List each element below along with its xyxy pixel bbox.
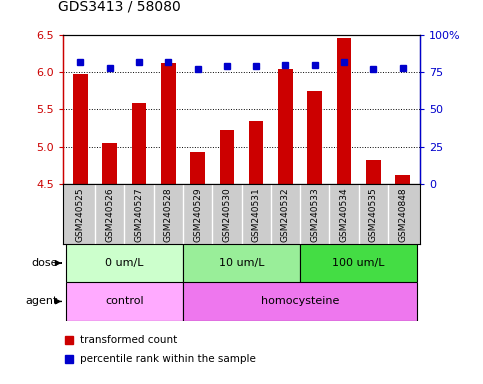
Bar: [161, 63, 176, 184]
Bar: [66, 244, 183, 282]
Text: percentile rank within the sample: percentile rank within the sample: [80, 354, 256, 364]
Text: 100 um/L: 100 um/L: [332, 258, 385, 268]
Text: GSM240848: GSM240848: [398, 187, 407, 242]
Bar: [395, 175, 410, 184]
Bar: [183, 244, 300, 282]
Text: GSM240535: GSM240535: [369, 187, 378, 242]
Text: transformed count: transformed count: [80, 335, 177, 345]
Bar: [102, 143, 117, 184]
Bar: [300, 244, 417, 282]
Text: 0 um/L: 0 um/L: [105, 258, 143, 268]
Bar: [249, 121, 263, 184]
Text: GSM240533: GSM240533: [310, 187, 319, 242]
Bar: [183, 282, 417, 321]
Text: GSM240526: GSM240526: [105, 187, 114, 242]
Bar: [220, 131, 234, 184]
Text: agent: agent: [26, 296, 58, 306]
Text: GSM240525: GSM240525: [76, 187, 85, 242]
Bar: [337, 38, 351, 184]
Bar: [366, 161, 381, 184]
Bar: [132, 103, 146, 184]
Text: GSM240531: GSM240531: [252, 187, 261, 242]
Text: GSM240534: GSM240534: [340, 187, 349, 242]
Text: GSM240529: GSM240529: [193, 187, 202, 242]
Bar: [66, 282, 183, 321]
Text: control: control: [105, 296, 143, 306]
Bar: [73, 74, 88, 184]
Bar: [190, 152, 205, 184]
Text: GSM240528: GSM240528: [164, 187, 173, 242]
Text: GSM240530: GSM240530: [222, 187, 231, 242]
Text: dose: dose: [31, 258, 58, 268]
Text: GDS3413 / 58080: GDS3413 / 58080: [58, 0, 181, 13]
Text: homocysteine: homocysteine: [261, 296, 339, 306]
Bar: [307, 91, 322, 184]
Text: GSM240527: GSM240527: [134, 187, 143, 242]
Bar: [278, 69, 293, 184]
Text: 10 um/L: 10 um/L: [219, 258, 264, 268]
Text: GSM240532: GSM240532: [281, 187, 290, 242]
